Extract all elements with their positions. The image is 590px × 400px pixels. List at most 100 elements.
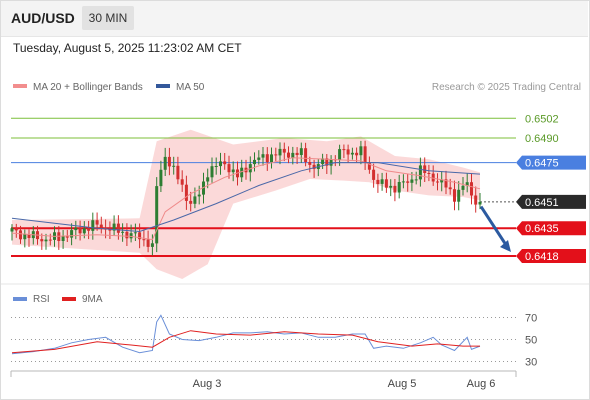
price-tag-0.6475[interactable]: 0.6475: [516, 155, 586, 170]
candle: [393, 179, 397, 202]
ma50-line: [11, 162, 481, 233]
candle-body: [367, 162, 371, 170]
candle: [367, 156, 371, 174]
forecast-arrow: [479, 205, 511, 252]
candle-body: [329, 159, 333, 166]
ma50-legend-label: MA 50: [176, 82, 205, 93]
candle: [410, 172, 414, 192]
candle: [210, 157, 214, 183]
rsi-9ma-line: [11, 330, 480, 354]
candle-body: [436, 181, 439, 183]
candle: [159, 160, 163, 192]
candle-body: [278, 148, 282, 156]
candle-body: [189, 200, 193, 204]
candle: [240, 159, 244, 182]
candle: [180, 170, 184, 192]
candle: [184, 175, 188, 210]
candle: [389, 179, 393, 197]
candle-body: [338, 149, 342, 160]
candle: [457, 181, 461, 211]
ma50-legend-swatch: [156, 84, 170, 88]
candle-body: [295, 152, 299, 155]
candle: [478, 193, 482, 210]
candle-body: [440, 179, 444, 183]
main-legend: MA 20 + Bollinger Bands MA 50: [13, 82, 205, 93]
candle-body: [461, 185, 465, 190]
rsi-legend-label: RSI: [33, 294, 50, 305]
candle: [274, 147, 278, 162]
candle-body: [150, 243, 154, 247]
candle: [121, 223, 125, 242]
candle: [270, 147, 273, 169]
candle-body: [193, 196, 197, 204]
price-tag-label: 0.6451: [525, 197, 559, 209]
candle-body: [401, 181, 405, 183]
candle: [397, 174, 401, 199]
moving-averages: [11, 157, 481, 241]
candle-body: [70, 230, 74, 238]
candle-body: [274, 154, 278, 156]
rsi-tick-70: 70: [525, 313, 537, 325]
candle: [355, 147, 359, 163]
x-axis-label-aug6: Aug 6: [467, 378, 496, 390]
price-tag-0.6418[interactable]: 0.6418: [516, 249, 586, 263]
candle: [321, 153, 325, 169]
candle-body: [265, 154, 269, 163]
candle: [146, 230, 150, 253]
candle-body: [180, 179, 184, 185]
candle-body: [384, 179, 388, 188]
candle-body: [10, 228, 14, 232]
candle: [189, 191, 193, 212]
candle: [150, 234, 154, 256]
forecast-arrow-head: [500, 240, 511, 252]
candle-body: [248, 164, 252, 173]
9ma-legend-swatch: [62, 297, 76, 301]
price-level-tags[interactable]: 0.6502 0.6490 0.6475 0.6451 0.6435 0.6418: [516, 113, 586, 263]
price-tag-0.6502[interactable]: 0.6502: [525, 113, 559, 125]
rsi-tick-50: 50: [525, 335, 537, 347]
price-tag-0.6435[interactable]: 0.6435: [516, 221, 586, 236]
candle-body: [19, 230, 22, 240]
candle-body: [478, 201, 482, 205]
candle-body: [393, 185, 397, 193]
candle: [74, 220, 78, 240]
price-tag-label: 0.6502: [525, 113, 559, 125]
candle-body: [418, 165, 422, 180]
ma20-legend-label: MA 20 + Bollinger Bands: [33, 82, 143, 93]
candle: [10, 224, 14, 241]
price-tag-0.6490[interactable]: 0.6490: [525, 133, 559, 145]
price-tag-0.6451[interactable]: 0.6451: [516, 194, 586, 209]
candle: [197, 185, 201, 205]
candle-body: [427, 173, 431, 174]
candle: [40, 233, 44, 250]
candle-body: [129, 233, 133, 239]
price-levels: [11, 117, 516, 257]
candle-body: [23, 234, 27, 240]
candle: [193, 187, 197, 209]
ma20-legend-swatch: [13, 84, 27, 88]
rsi-panel: 30 50 70: [11, 313, 537, 369]
candle-body: [389, 185, 393, 188]
timeframe-button[interactable]: 30 MIN: [82, 6, 134, 30]
candle: [359, 140, 363, 165]
candle-body: [359, 146, 363, 156]
timestamp: Tuesday, August 5, 2025 11:23:02 AM CET: [13, 41, 242, 55]
candle: [299, 142, 303, 163]
rsi-tick-30: 30: [525, 357, 537, 369]
candle-body: [133, 232, 137, 234]
candle-body: [474, 195, 478, 205]
candle: [372, 163, 376, 188]
candle-body: [167, 156, 171, 167]
candle: [70, 223, 74, 246]
candle: [287, 146, 290, 164]
candle: [342, 144, 346, 159]
candle: [406, 174, 410, 192]
price-tag-label: 0.6418: [525, 251, 559, 263]
candle-body: [346, 149, 350, 155]
candle-body: [372, 169, 376, 180]
candle: [112, 215, 116, 236]
candle-body: [27, 234, 31, 238]
candle: [214, 157, 218, 175]
